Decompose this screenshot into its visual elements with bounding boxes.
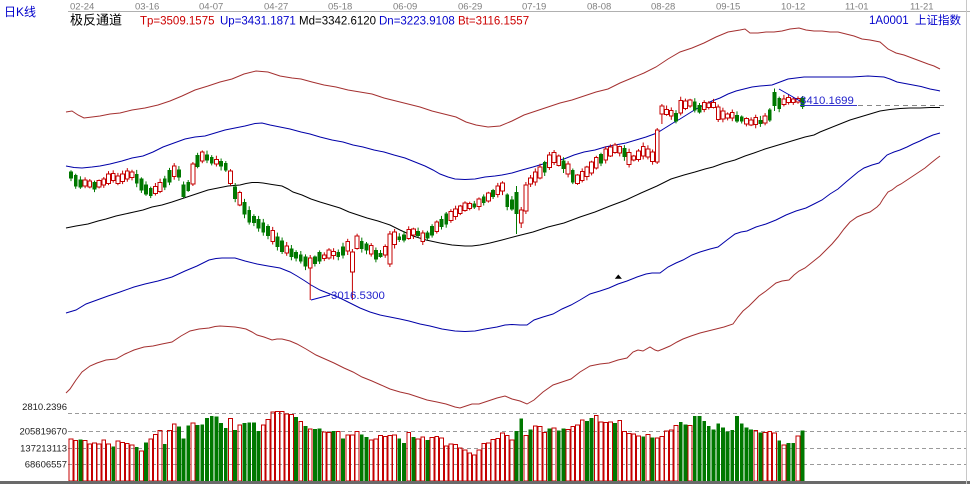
svg-text:Dn=3223.9108: Dn=3223.9108 <box>379 16 455 28</box>
svg-text:10-12: 10-12 <box>781 2 805 13</box>
svg-text:1A0001 上证指数: 1A0001 上证指数 <box>869 13 962 27</box>
svg-text:04-27: 04-27 <box>264 2 288 13</box>
svg-text:68606557: 68606557 <box>25 460 67 471</box>
svg-text:04-07: 04-07 <box>199 2 223 13</box>
svg-text:Tp=3509.1575: Tp=3509.1575 <box>140 16 215 28</box>
svg-text:Up=3431.1871: Up=3431.1871 <box>220 16 296 28</box>
svg-text:Md=3342.6120: Md=3342.6120 <box>299 16 376 28</box>
svg-text:极反通道: 极反通道 <box>70 13 122 28</box>
svg-text:06-29: 06-29 <box>458 2 482 13</box>
svg-text:06-09: 06-09 <box>393 2 417 13</box>
svg-text:11-01: 11-01 <box>845 2 869 13</box>
svg-text:08-28: 08-28 <box>651 2 675 13</box>
svg-text:日K线: 日K线 <box>4 5 36 19</box>
svg-text:02-24: 02-24 <box>70 2 94 13</box>
svg-text:03-16: 03-16 <box>135 2 159 13</box>
svg-text:137213113: 137213113 <box>20 444 67 455</box>
svg-text:2810.2396: 2810.2396 <box>22 402 67 413</box>
svg-text:3410.1699: 3410.1699 <box>800 95 854 107</box>
svg-text:Bt=3116.1557: Bt=3116.1557 <box>458 16 529 28</box>
svg-text:08-08: 08-08 <box>587 2 611 13</box>
svg-text:09-15: 09-15 <box>716 2 740 13</box>
svg-text:05-18: 05-18 <box>328 2 352 13</box>
svg-text:07-19: 07-19 <box>522 2 546 13</box>
svg-text:205819670: 205819670 <box>19 427 67 438</box>
svg-text:11-21: 11-21 <box>910 2 934 13</box>
svg-text:3016.5300: 3016.5300 <box>331 290 385 302</box>
